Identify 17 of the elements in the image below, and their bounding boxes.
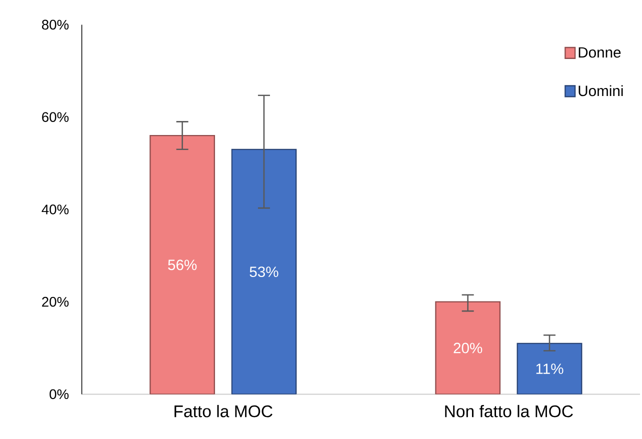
y-tick-label: 60% xyxy=(42,112,69,122)
x-tick-label: Fatto la MOC xyxy=(174,405,272,418)
bar xyxy=(435,301,501,394)
y-tick-label: 0% xyxy=(50,389,69,400)
y-tick-label: 80% xyxy=(42,20,69,30)
y-tick-label: 20% xyxy=(42,297,69,307)
data-label: 56% xyxy=(168,260,197,270)
bar xyxy=(231,148,297,394)
legend-label: Donne xyxy=(578,47,621,58)
bar xyxy=(516,342,582,394)
data-label: 20% xyxy=(454,342,482,354)
data-label: 11% xyxy=(536,364,564,374)
legend-label: Uomini xyxy=(578,85,623,96)
x-tick-label: Non fatto la MOC xyxy=(445,405,573,418)
data-label: 53% xyxy=(250,266,278,278)
bar xyxy=(150,135,216,394)
y-tick-label: 40% xyxy=(42,204,69,215)
